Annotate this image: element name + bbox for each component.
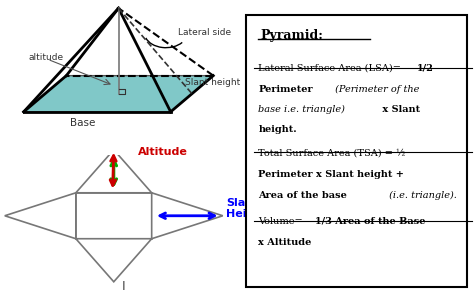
Text: Perimeter x Slant height +: Perimeter x Slant height +	[258, 170, 404, 179]
Text: base i.e. triangle): base i.e. triangle)	[258, 105, 345, 114]
Polygon shape	[24, 76, 213, 112]
Polygon shape	[76, 193, 152, 239]
Text: (i.e. triangle).: (i.e. triangle).	[386, 191, 457, 200]
Polygon shape	[5, 193, 76, 239]
Text: Pyramid:: Pyramid:	[261, 29, 324, 42]
Text: 1/2: 1/2	[417, 63, 434, 72]
Text: x Slant: x Slant	[379, 105, 420, 114]
Text: height.: height.	[258, 125, 297, 134]
FancyBboxPatch shape	[246, 15, 467, 287]
Text: altitude: altitude	[28, 53, 64, 62]
Polygon shape	[152, 193, 223, 239]
Text: Altitude: Altitude	[137, 147, 187, 157]
Polygon shape	[76, 150, 152, 193]
Text: Lateral side: Lateral side	[178, 28, 231, 37]
Text: x Altitude: x Altitude	[258, 239, 312, 248]
Text: Slant
Height: Slant Height	[227, 198, 268, 219]
Text: Volume=: Volume=	[258, 217, 306, 226]
Text: vertex: vertex	[100, 0, 137, 1]
Text: Lateral Surface Area (LSA)=: Lateral Surface Area (LSA)=	[258, 63, 404, 72]
Text: Base: Base	[70, 118, 96, 128]
Text: 1/3 Area of the Base: 1/3 Area of the Base	[315, 217, 426, 226]
Text: Area of the base: Area of the base	[258, 191, 347, 200]
Text: Total Surface Area (TSA) = ½: Total Surface Area (TSA) = ½	[258, 148, 406, 157]
Text: Perimeter: Perimeter	[258, 85, 313, 94]
Text: Slant height: Slant height	[185, 78, 240, 87]
Polygon shape	[76, 239, 152, 282]
Text: (Perimeter of the: (Perimeter of the	[332, 85, 419, 94]
Text: I: I	[121, 280, 125, 293]
